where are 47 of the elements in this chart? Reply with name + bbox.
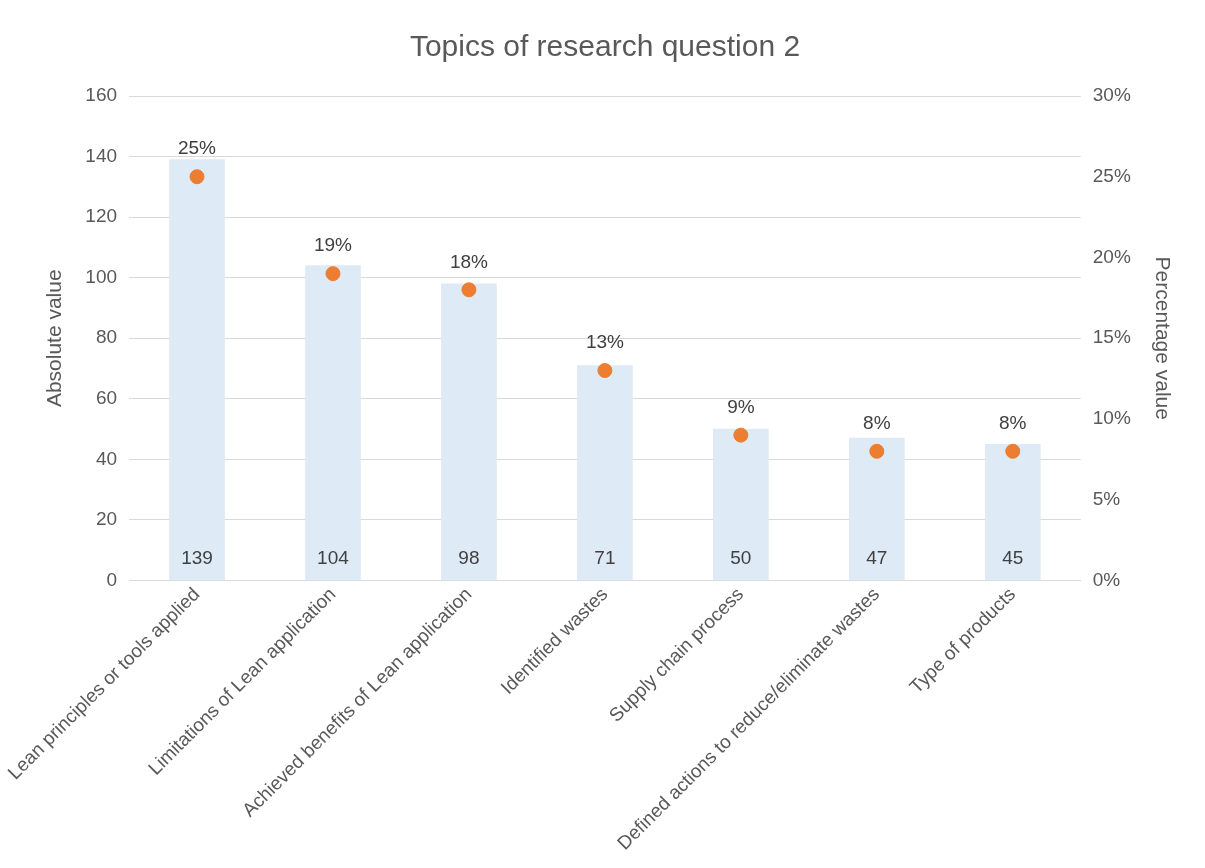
y-tick-label: 40 (95, 447, 118, 469)
point (733, 427, 749, 443)
point (189, 169, 205, 185)
data-label: 18% (449, 250, 489, 272)
data-label: 47 (866, 546, 888, 568)
y2-tick-label: 15% (1092, 326, 1131, 348)
point (461, 282, 477, 298)
y-tick-label: 80 (95, 326, 118, 348)
data-label: 71 (594, 546, 616, 568)
data-label: 98 (458, 546, 480, 568)
y2-tick-label: 25% (1092, 164, 1131, 186)
y2-tick-label: 10% (1092, 407, 1131, 429)
data-label: 25% (177, 137, 217, 159)
data-label: 50 (730, 546, 752, 568)
y2-tick-label: 20% (1092, 245, 1131, 267)
point (325, 266, 341, 282)
y2-tick-label: 5% (1092, 487, 1121, 509)
bar (169, 159, 225, 581)
y2-tick-label: 30% (1092, 84, 1131, 106)
y2-axis-title: Percentage value (1151, 256, 1175, 420)
bar (849, 437, 905, 581)
point (869, 443, 885, 459)
data-label: 8% (999, 412, 1027, 434)
y-tick-label: 140 (85, 144, 118, 166)
data-label: 8% (863, 412, 891, 434)
y-tick-label: 0 (106, 568, 118, 590)
y-tick-label: 120 (85, 205, 118, 227)
y-tick-label: 160 (85, 84, 118, 106)
bar (305, 265, 361, 581)
point (597, 363, 613, 379)
data-label: 13% (585, 331, 625, 353)
y-tick-label: 100 (85, 265, 118, 287)
data-label: 9% (727, 395, 755, 417)
data-label: 104 (317, 546, 350, 568)
point (1005, 443, 1021, 459)
bar (441, 283, 497, 581)
bar (577, 365, 633, 581)
data-label: 139 (181, 546, 213, 568)
y-axis-title: Absolute value (41, 269, 65, 408)
bar (984, 443, 1041, 581)
data-label: 19% (313, 234, 353, 256)
chart-title: Topics of research question 2 (409, 29, 801, 63)
bar (713, 428, 769, 581)
y-tick-label: 60 (95, 387, 118, 409)
y-tick-label: 20 (95, 508, 118, 530)
y2-tick-label: 0% (1092, 568, 1121, 590)
data-label: 45 (1002, 546, 1024, 568)
